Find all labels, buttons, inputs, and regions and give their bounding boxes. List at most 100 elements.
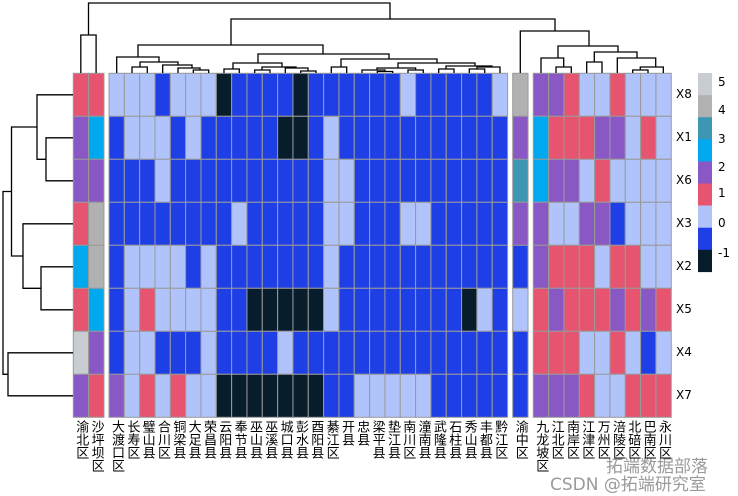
legend-tick-label: -1 <box>718 246 730 260</box>
heatmap-cell <box>338 201 355 246</box>
heatmap-cell <box>353 373 371 418</box>
heatmap-cell <box>415 373 432 418</box>
heatmap-cell <box>640 287 657 332</box>
row-label: X4 <box>676 344 692 359</box>
legend-color-swatch <box>698 139 712 162</box>
heatmap-cell <box>261 72 279 117</box>
heatmap-cell <box>261 330 279 375</box>
legend-tick-label: 4 <box>718 103 726 117</box>
heatmap-cell <box>108 201 125 246</box>
column-label: 铜梁县 <box>170 420 186 459</box>
heatmap-cell <box>594 115 611 160</box>
heatmap-cell <box>139 287 156 332</box>
heatmap-cell <box>624 158 642 203</box>
heatmap-cell <box>640 244 657 289</box>
heatmap-cell <box>353 72 371 117</box>
heatmap-cell <box>609 373 626 418</box>
heatmap-cell <box>108 158 125 203</box>
heatmap-cell <box>415 72 432 117</box>
heatmap-cell <box>445 244 463 289</box>
heatmap-cell <box>231 244 248 289</box>
heatmap-cell <box>384 373 401 418</box>
heatmap-cell <box>563 373 580 418</box>
heatmap-cell <box>323 72 340 117</box>
row-label: X2 <box>676 258 692 273</box>
heatmap-cell <box>430 330 447 375</box>
heatmap-cell <box>169 244 187 289</box>
watermark-csdn-text: CSDN @拓端研究室 <box>550 475 706 495</box>
heatmap-cell <box>277 201 294 246</box>
heatmap-cell <box>185 115 202 160</box>
heatmap-cell <box>594 330 611 375</box>
heatmap-cell <box>369 330 386 375</box>
column-dendrogram-branch <box>254 69 271 73</box>
heatmap-cell <box>200 158 217 203</box>
heatmap-cell <box>594 287 611 332</box>
heatmap-cell <box>399 115 417 160</box>
heatmap-cell <box>640 201 657 246</box>
heatmap-cell <box>292 373 309 418</box>
column-dendrogram-branch <box>139 61 179 67</box>
heatmap-cell <box>338 158 355 203</box>
legend-tick-label: 3 <box>718 132 726 146</box>
heatmap-cell <box>578 373 596 418</box>
heatmap-cell <box>353 287 371 332</box>
heatmap-cell <box>512 244 529 289</box>
heatmap-cell <box>307 72 325 117</box>
heatmap-cell <box>532 373 550 418</box>
heatmap-cell <box>123 244 141 289</box>
heatmap-cell <box>369 72 386 117</box>
heatmap-cell <box>655 244 672 289</box>
heatmap-cell <box>476 158 493 203</box>
heatmap-cell <box>594 244 611 289</box>
heatmap-cell <box>215 287 233 332</box>
heatmap-cell <box>624 244 642 289</box>
heatmap-cell <box>491 373 509 418</box>
heatmap-cell <box>323 244 340 289</box>
heatmap-cell <box>461 72 478 117</box>
heatmap-cell <box>430 115 447 160</box>
heatmap-cell <box>108 373 125 418</box>
heatmap-cell <box>154 72 171 117</box>
heatmap-cell <box>261 244 279 289</box>
heatmap-cell <box>246 158 263 203</box>
heatmap-cell <box>430 373 447 418</box>
heatmap-cell <box>563 244 580 289</box>
heatmap-cell <box>154 287 171 332</box>
column-label: 酉阳县 <box>308 420 324 459</box>
heatmap-cell <box>430 72 447 117</box>
column-dendrogram-branch <box>177 67 201 73</box>
heatmap-cell <box>246 330 263 375</box>
heatmap-cell <box>624 287 642 332</box>
heatmap-cell <box>640 330 657 375</box>
heatmap-cell <box>578 287 596 332</box>
column-label: 忠县 <box>354 420 370 446</box>
heatmap-cell <box>108 115 125 160</box>
heatmap-cell <box>231 201 248 246</box>
row-dendrogram-branch <box>40 266 73 311</box>
column-label: 江津区 <box>579 420 595 459</box>
heatmap-cell <box>246 244 263 289</box>
heatmap-cell <box>594 373 611 418</box>
column-label: 云阳县 <box>216 420 232 459</box>
heatmap-cell <box>384 330 401 375</box>
heatmap-cell <box>123 330 141 375</box>
heatmap-cell <box>594 72 611 117</box>
column-dendrogram-branch <box>593 51 638 62</box>
column-dendrogram-branch <box>230 18 556 45</box>
heatmap-cell <box>640 373 657 418</box>
column-label: 沙坪坝区 <box>88 420 104 472</box>
heatmap-cell <box>307 287 325 332</box>
heatmap-cell <box>231 72 248 117</box>
heatmap-cell <box>548 330 565 375</box>
column-label: 垫江县 <box>384 420 400 459</box>
heatmap-cell <box>72 158 90 203</box>
heatmap-cell <box>461 115 478 160</box>
heatmap-cell <box>532 72 550 117</box>
heatmap-cell <box>338 72 355 117</box>
heatmap-cell <box>277 72 294 117</box>
heatmap-cell <box>548 158 565 203</box>
heatmap-cell <box>277 330 294 375</box>
legend-color-swatch <box>698 95 712 118</box>
heatmap-cell <box>169 158 187 203</box>
